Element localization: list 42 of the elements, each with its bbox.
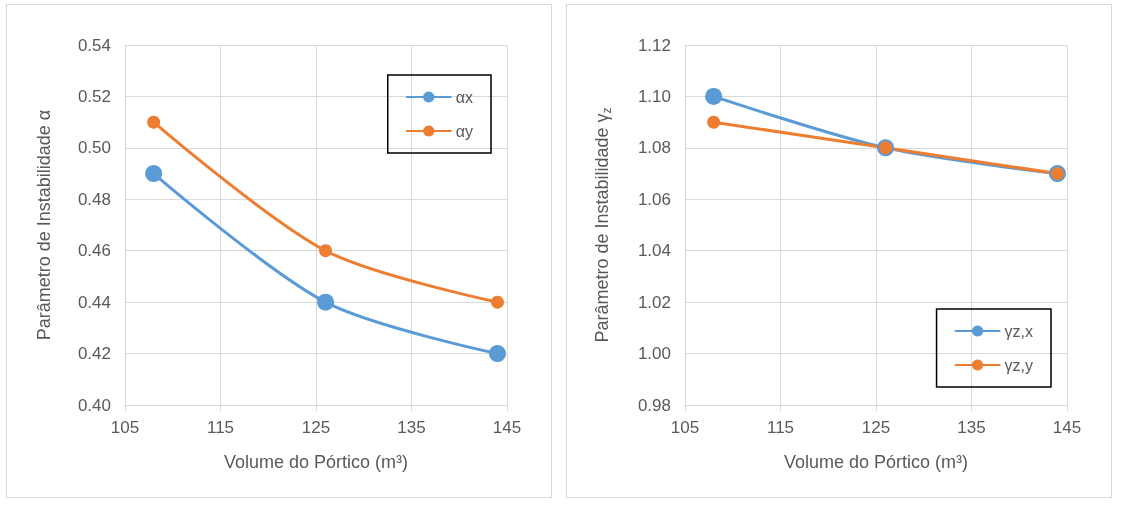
point (488, 345, 506, 363)
point (707, 115, 721, 129)
y-tick-label: 1.06 (637, 189, 671, 209)
y-tick-label: 1.00 (637, 344, 671, 364)
legend-label: αy (455, 122, 473, 140)
x-tick-label: 145 (492, 418, 522, 437)
x-tick-label: 125 (301, 418, 331, 437)
x-tick-label: 115 (206, 418, 235, 437)
y-tick-label: 1.04 (637, 241, 671, 261)
y-tick-label: 0.50 (77, 138, 111, 158)
y-tick-label: 1.10 (637, 86, 671, 106)
x-tick-label: 135 (957, 418, 986, 437)
y-tick-label: 0.44 (77, 292, 111, 312)
legend-label: αx (455, 88, 473, 106)
y-axis-title: Parâmetro de Instabilidade γz (592, 107, 614, 343)
point (317, 293, 335, 311)
y-tick-label: 0.54 (77, 35, 111, 55)
y-tick-label: 0.46 (77, 241, 111, 261)
x-axis-title: Volume do Pórtico (m³) (783, 452, 969, 472)
y-tick-label: 1.12 (637, 35, 671, 55)
x-tick-label: 145 (1052, 418, 1082, 437)
x-axis-title: Volume do Pórtico (m³) (223, 452, 409, 472)
legend-label: γz,y (1004, 356, 1034, 374)
point (145, 165, 163, 183)
x-tick-label: 105 (670, 418, 700, 437)
y-axis-title: Parâmetro de Instabilidade α (34, 109, 54, 341)
x-tick-label: 125 (861, 418, 891, 437)
point (490, 295, 504, 309)
x-tick-label: 105 (110, 418, 140, 437)
y-tick-label: 0.98 (637, 395, 671, 415)
y-tick-label: 0.52 (77, 86, 111, 106)
point (705, 87, 723, 105)
y-tick-label: 0.48 (77, 189, 111, 209)
y-tick-label: 0.42 (77, 344, 111, 364)
y-tick-label: 0.40 (77, 395, 111, 415)
y-tick-label: 1.08 (637, 138, 671, 158)
point (319, 244, 333, 258)
point (147, 115, 161, 129)
x-tick-label: 115 (766, 418, 795, 437)
y-tick-label: 1.02 (637, 292, 671, 312)
legend-label: γz,x (1004, 322, 1034, 340)
x-tick-label: 135 (397, 418, 426, 437)
